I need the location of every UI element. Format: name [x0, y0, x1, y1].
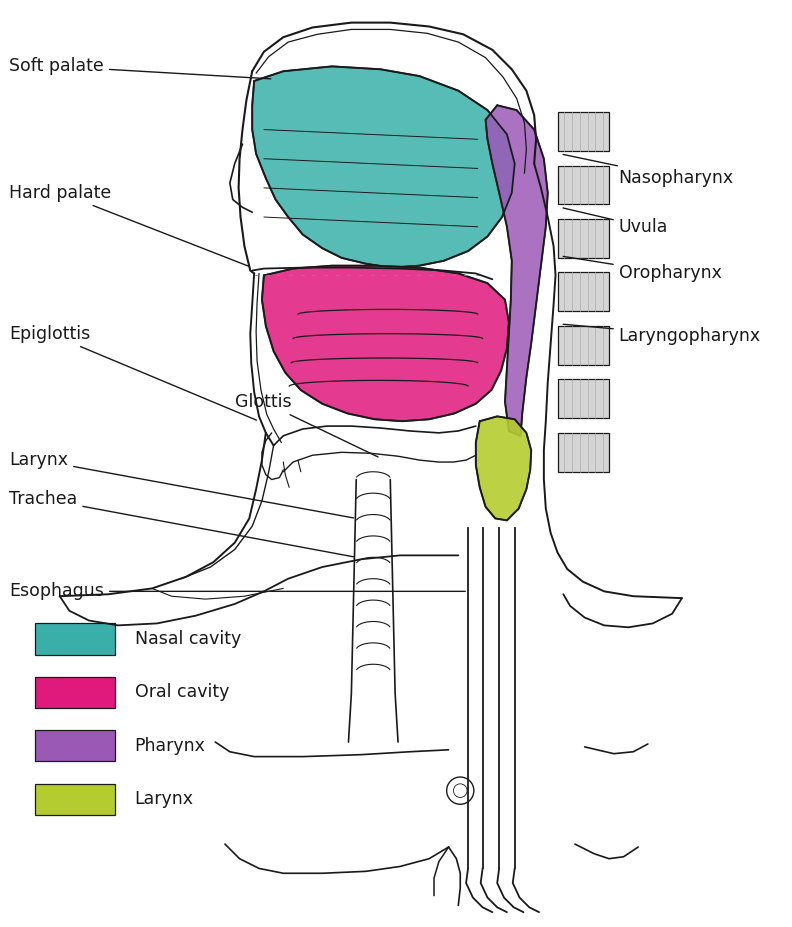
- FancyBboxPatch shape: [558, 379, 609, 418]
- FancyBboxPatch shape: [558, 273, 609, 311]
- FancyBboxPatch shape: [558, 112, 609, 151]
- Text: Laryngopharynx: Laryngopharynx: [563, 324, 761, 345]
- Text: Oral cavity: Oral cavity: [135, 683, 229, 702]
- FancyBboxPatch shape: [36, 624, 115, 654]
- Text: Esophagus: Esophagus: [10, 582, 465, 601]
- FancyBboxPatch shape: [558, 166, 609, 205]
- FancyBboxPatch shape: [36, 677, 115, 708]
- Text: Larynx: Larynx: [10, 451, 353, 518]
- Text: Hard palate: Hard palate: [10, 184, 249, 267]
- Text: Nasal cavity: Nasal cavity: [135, 630, 241, 648]
- FancyBboxPatch shape: [558, 433, 609, 472]
- Polygon shape: [485, 106, 548, 436]
- FancyBboxPatch shape: [36, 784, 115, 815]
- Polygon shape: [262, 266, 509, 421]
- Text: Nasopharynx: Nasopharynx: [563, 155, 734, 187]
- Polygon shape: [252, 67, 515, 268]
- FancyBboxPatch shape: [36, 730, 115, 761]
- Text: Epiglottis: Epiglottis: [10, 324, 257, 420]
- Text: Uvula: Uvula: [563, 208, 668, 235]
- Text: Larynx: Larynx: [135, 791, 193, 808]
- Polygon shape: [476, 416, 531, 520]
- Text: Pharynx: Pharynx: [135, 737, 205, 755]
- FancyBboxPatch shape: [558, 219, 609, 258]
- Text: Trachea: Trachea: [10, 490, 353, 557]
- Text: Glottis: Glottis: [234, 393, 378, 457]
- FancyBboxPatch shape: [558, 326, 609, 365]
- Text: Soft palate: Soft palate: [10, 57, 271, 79]
- Text: Oropharynx: Oropharynx: [563, 257, 722, 283]
